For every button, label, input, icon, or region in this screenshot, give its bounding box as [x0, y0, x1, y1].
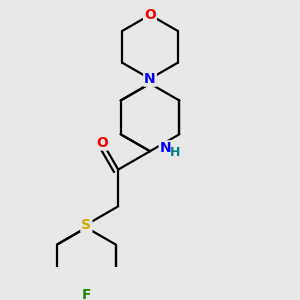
Text: S: S [81, 218, 92, 232]
Text: O: O [97, 136, 109, 150]
Text: F: F [82, 288, 91, 300]
Text: O: O [144, 8, 156, 22]
Text: H: H [170, 146, 180, 159]
Text: N: N [160, 141, 171, 155]
Text: N: N [144, 72, 156, 86]
